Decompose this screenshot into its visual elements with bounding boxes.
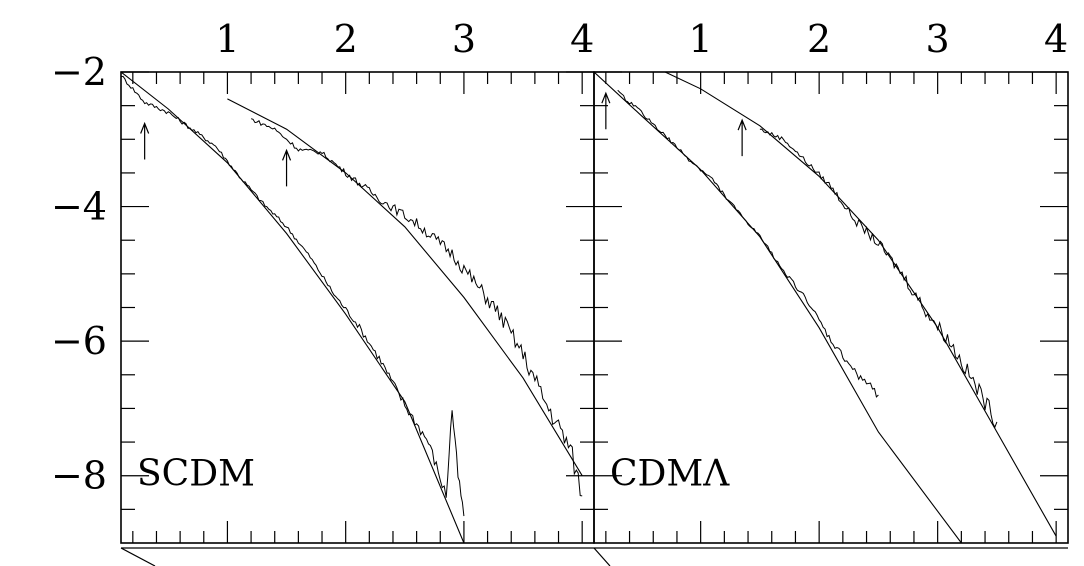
- lower-curve-fragment: [593, 547, 611, 566]
- y-tick-label: −4: [51, 185, 107, 229]
- series-left-measured: [121, 75, 465, 517]
- series-left-measured: [617, 89, 879, 398]
- panel-cdm-lambda: 1 2 3 4 CDMΛ: [593, 17, 1069, 544]
- x-tick-label: 3: [926, 17, 950, 61]
- arrow-marker: [281, 148, 292, 187]
- x-tick-label: 4: [570, 17, 594, 61]
- x-tick-label: 2: [334, 17, 358, 61]
- x-tick-label: 1: [689, 17, 713, 61]
- series-right-model: [227, 98, 583, 476]
- y-tick-label: −6: [51, 319, 107, 363]
- series-right-measured: [759, 128, 998, 429]
- y-tick-label: −2: [51, 50, 107, 94]
- x-tick-label: 3: [452, 17, 476, 61]
- arrow-marker: [601, 91, 611, 130]
- x-tick-label: 2: [807, 17, 831, 61]
- panel-label: CDMΛ: [610, 454, 730, 495]
- panel-scdm: 1 2 3 4 −2 −4 −6 −8 SCDM: [51, 17, 595, 544]
- arrow-marker: [140, 121, 150, 160]
- arrow-marker: [737, 118, 747, 157]
- series-left-model: [121, 72, 465, 543]
- series-right-measured: [250, 118, 583, 497]
- y-tick-label: −8: [51, 454, 107, 498]
- x-tick-label: 1: [215, 17, 239, 61]
- x-tick-label: 4: [1044, 17, 1068, 61]
- lower-curve-fragment: [120, 547, 156, 566]
- series-left-model: [594, 72, 962, 543]
- panel-label: SCDM: [137, 454, 255, 495]
